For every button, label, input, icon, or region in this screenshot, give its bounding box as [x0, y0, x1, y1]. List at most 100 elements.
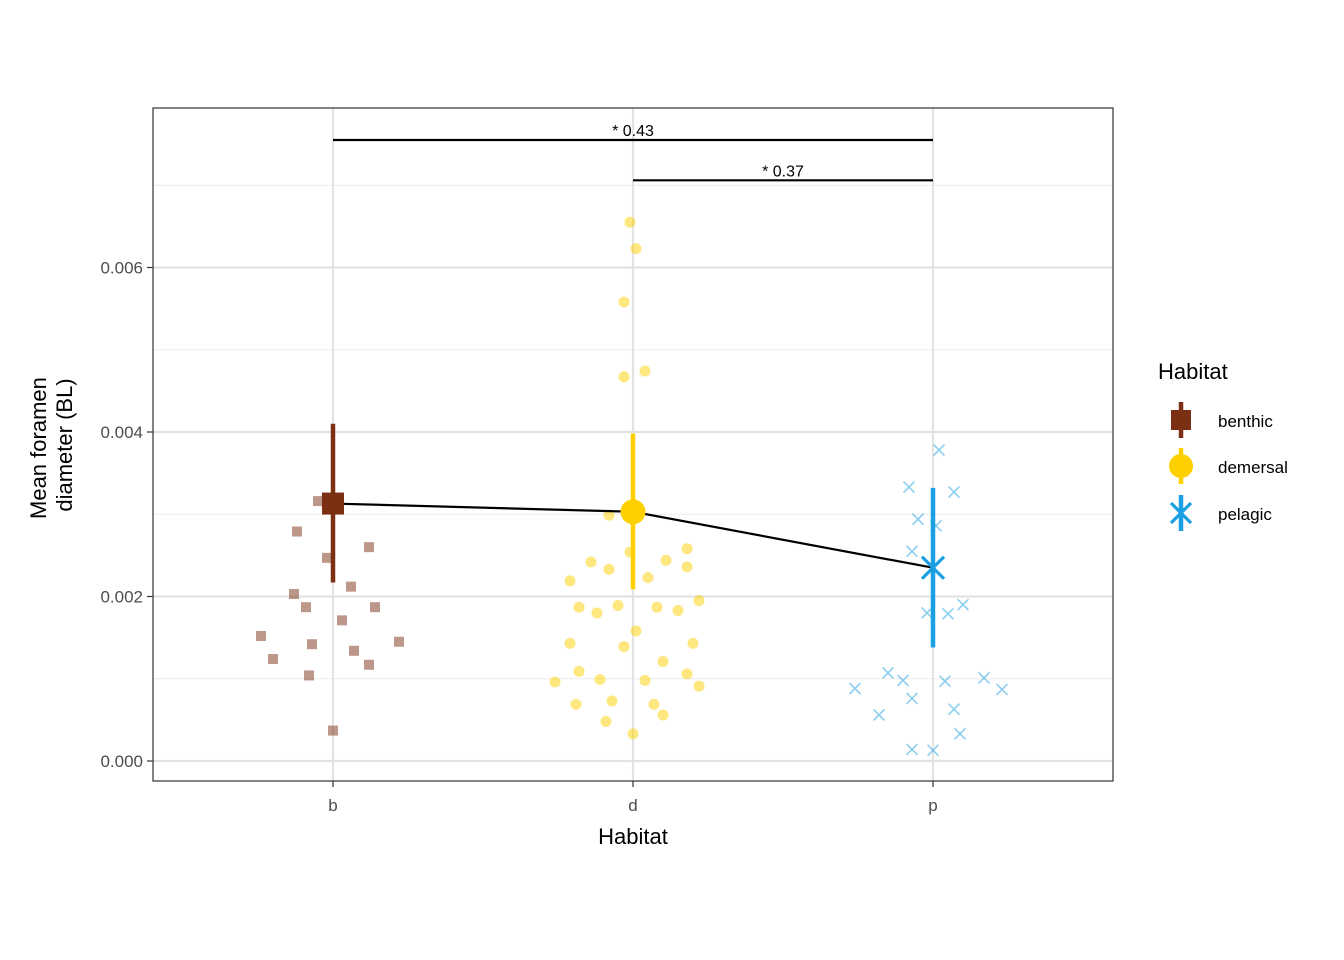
data-point-benthic: [370, 602, 380, 613]
circle-marker: [693, 680, 705, 692]
data-point-demersal: [594, 674, 606, 686]
data-point-demersal: [657, 655, 669, 667]
circle-marker: [585, 556, 597, 568]
circle-marker: [651, 601, 663, 613]
data-point-demersal: [639, 674, 651, 686]
square-marker: [289, 589, 299, 600]
square-marker: [307, 639, 317, 650]
circle-marker: [603, 563, 615, 575]
data-point-demersal: [681, 543, 693, 555]
data-point-pelagic: [896, 674, 910, 687]
legend-label-pelagic: pelagic: [1218, 505, 1272, 524]
square-marker: [322, 552, 332, 563]
data-point-pelagic: [872, 708, 886, 722]
cross-stroke: [920, 606, 934, 620]
cross-stroke: [956, 598, 970, 611]
data-point-pelagic: [920, 606, 934, 620]
data-point-demersal: [648, 698, 660, 710]
data-point-benthic: [328, 725, 338, 736]
circle-marker: [564, 575, 576, 587]
circle-marker: [549, 676, 561, 688]
data-point-demersal: [660, 554, 672, 566]
circle-marker: [657, 655, 669, 667]
data-point-demersal: [672, 604, 684, 616]
data-point-demersal: [573, 665, 585, 677]
data-point-demersal: [591, 607, 603, 619]
cross-stroke: [905, 692, 919, 705]
cross-stroke: [926, 744, 940, 757]
data-point-demersal: [693, 595, 705, 607]
data-point-demersal: [618, 371, 630, 383]
data-point-demersal: [573, 601, 585, 613]
circle-marker: [612, 600, 624, 612]
data-point-pelagic: [947, 485, 961, 499]
data-point-demersal: [618, 641, 630, 653]
data-point-demersal: [630, 625, 642, 637]
square-marker: [370, 602, 380, 613]
circle-marker: [618, 641, 630, 653]
data-point-pelagic: [905, 692, 919, 705]
square-marker: [313, 496, 323, 507]
square-marker: [364, 659, 374, 670]
data-point-demersal: [693, 680, 705, 692]
square-marker: [328, 725, 338, 736]
x-tick-label: d: [628, 796, 637, 815]
circle-marker: [681, 668, 693, 680]
circle-marker: [627, 728, 639, 740]
data-point-demersal: [570, 698, 582, 710]
circle-marker: [591, 607, 603, 619]
data-point-benthic: [349, 645, 359, 656]
data-point-pelagic: [995, 683, 1009, 696]
data-points: [256, 216, 1009, 757]
square-marker: [349, 645, 359, 656]
circle-marker: [648, 698, 660, 710]
data-point-demersal: [657, 709, 669, 721]
cross-stroke: [947, 703, 961, 716]
data-point-demersal: [681, 668, 693, 680]
square-marker: [322, 492, 344, 515]
circle-marker: [618, 296, 630, 308]
cross-stroke: [902, 481, 916, 494]
circle-marker: [693, 595, 705, 607]
square-marker: [394, 636, 404, 647]
square-marker: [337, 615, 347, 626]
legend: Habitat benthic demersal pelagic: [1158, 359, 1288, 531]
square-marker: [268, 654, 278, 665]
data-point-demersal: [549, 676, 561, 688]
x-tick-label: p: [928, 796, 937, 815]
circle-marker: [600, 716, 612, 728]
square-marker: [364, 542, 374, 553]
data-point-benthic: [256, 630, 266, 641]
data-point-pelagic: [926, 744, 940, 757]
cross-stroke: [872, 708, 886, 722]
data-point-demersal: [639, 365, 651, 377]
cross-stroke: [911, 513, 925, 526]
summary-means: [322, 423, 946, 648]
circle-marker: [687, 637, 699, 649]
data-point-benthic: [304, 670, 314, 681]
data-point-pelagic: [902, 481, 916, 494]
cross-stroke: [881, 666, 895, 680]
cross-stroke: [947, 485, 961, 499]
y-axis-title-line-2: diameter (BL): [52, 378, 77, 511]
y-tick-label: 0.000: [100, 752, 143, 771]
legend-key-pelagic: [1169, 501, 1193, 525]
legend-title: Habitat: [1158, 359, 1228, 384]
data-point-pelagic: [953, 727, 967, 740]
data-point-demersal: [651, 601, 663, 613]
circle-marker: [573, 601, 585, 613]
y-tick-label: 0.002: [100, 588, 143, 607]
y-axis-title: Mean foramen diameter (BL): [26, 371, 77, 519]
square-marker: [301, 602, 311, 613]
circle-marker: [630, 625, 642, 637]
circle-marker: [624, 216, 636, 228]
square-marker: [346, 581, 356, 592]
data-point-benthic: [394, 636, 404, 647]
data-point-pelagic: [932, 444, 946, 457]
data-point-benthic: [313, 496, 323, 507]
y-tick-label: 0.004: [100, 423, 143, 442]
cross-stroke: [896, 674, 910, 687]
data-point-demersal: [564, 575, 576, 587]
data-point-benthic: [292, 526, 302, 537]
circle-marker: [603, 509, 615, 521]
